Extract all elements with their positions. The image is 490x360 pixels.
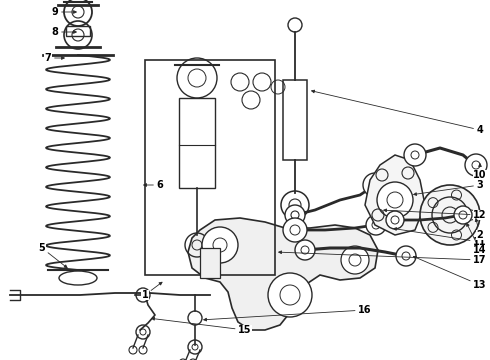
Bar xyxy=(200,248,220,278)
Text: 15: 15 xyxy=(152,318,252,335)
Text: 1: 1 xyxy=(142,282,162,300)
Bar xyxy=(283,80,307,160)
Text: 3: 3 xyxy=(414,180,483,195)
Bar xyxy=(179,98,215,188)
Circle shape xyxy=(465,154,487,176)
Circle shape xyxy=(363,173,387,197)
Circle shape xyxy=(202,227,238,263)
Bar xyxy=(145,60,275,275)
Text: 2: 2 xyxy=(475,219,483,240)
Text: 12: 12 xyxy=(384,209,487,220)
Text: 17: 17 xyxy=(279,251,487,265)
Polygon shape xyxy=(365,155,425,235)
Circle shape xyxy=(268,273,312,317)
Circle shape xyxy=(341,246,369,274)
Text: 14: 14 xyxy=(466,223,487,255)
Circle shape xyxy=(283,218,307,242)
Circle shape xyxy=(420,185,480,245)
Text: 4: 4 xyxy=(312,90,483,135)
Text: 9: 9 xyxy=(51,7,76,17)
Text: 8: 8 xyxy=(51,27,76,37)
Text: 11: 11 xyxy=(393,228,487,247)
Circle shape xyxy=(404,144,426,166)
Circle shape xyxy=(295,240,315,260)
Text: 7: 7 xyxy=(45,53,64,63)
Text: 10: 10 xyxy=(473,164,487,180)
Text: 13: 13 xyxy=(414,256,487,290)
Circle shape xyxy=(377,182,413,218)
Text: 6: 6 xyxy=(144,180,163,190)
Polygon shape xyxy=(188,218,378,330)
Text: 5: 5 xyxy=(39,243,67,268)
Circle shape xyxy=(396,246,416,266)
Circle shape xyxy=(454,206,472,224)
Circle shape xyxy=(285,205,305,225)
Circle shape xyxy=(386,211,404,229)
Text: 16: 16 xyxy=(204,305,372,321)
Bar xyxy=(66,26,90,36)
Circle shape xyxy=(366,215,386,235)
